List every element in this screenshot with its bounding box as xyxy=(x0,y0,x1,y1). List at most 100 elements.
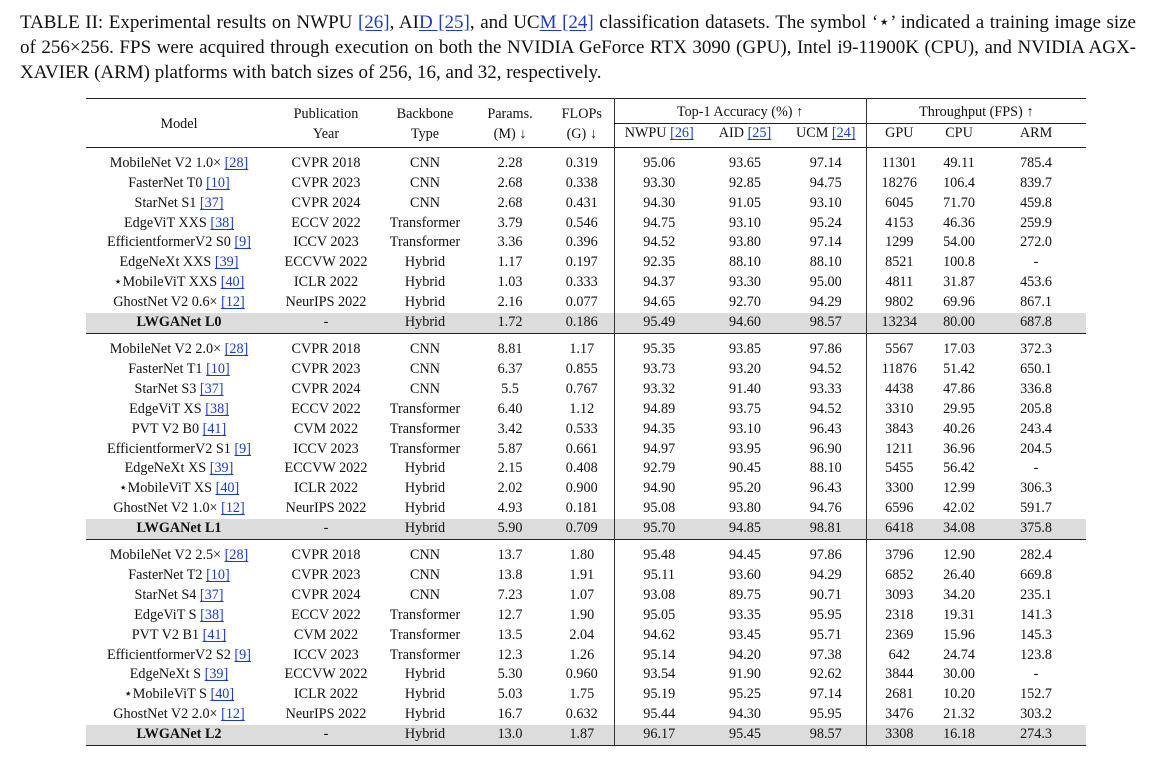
flops-cell: 0.632 xyxy=(565,706,598,723)
citation-link[interactable]: [39] xyxy=(214,254,239,271)
ucm-cell: 97.14 xyxy=(809,234,842,251)
nwpu-cell: 93.73 xyxy=(613,359,704,380)
table-row: ⋆MobileViT XXS [40] ICLR 2022 Hybrid 1.03 0.… xyxy=(86,273,1086,294)
citation-link[interactable]: [38] xyxy=(205,400,229,417)
citation-link[interactable]: [12] xyxy=(221,706,245,723)
arm-cell: 274.3 xyxy=(986,725,1087,746)
citation-link[interactable]: [40] xyxy=(220,274,245,291)
arm-cell: 453.6 xyxy=(1020,274,1052,291)
model-cell: PVT V2 B0 [41] xyxy=(86,420,272,440)
gpu-cell: 4811 xyxy=(865,273,933,294)
nwpu-cell: 94.75 xyxy=(613,213,704,234)
arm-cell: 141.3 xyxy=(1020,606,1052,623)
header-params: Params. (M) ↓ xyxy=(487,106,533,142)
publication-cell: NeurIPS 2022 xyxy=(285,706,367,723)
citation-link[interactable]: [37] xyxy=(199,194,224,211)
gpu-cell: 3093 xyxy=(865,585,933,606)
citation-link[interactable]: [37] xyxy=(199,586,224,603)
publication-cell: - xyxy=(272,725,380,746)
aid-cell: 92.85 xyxy=(729,174,761,191)
cpu-cell: 40.26 xyxy=(943,420,975,437)
citation-link[interactable]: [9] xyxy=(234,646,251,663)
citation-link[interactable]: [40] xyxy=(210,686,235,703)
backbone-cell: Hybrid xyxy=(380,313,470,334)
publication-cell: ICLR 2022 xyxy=(293,274,359,291)
model-name: MobileNet V2 1.0× xyxy=(109,154,225,171)
cpu-cell: 34.08 xyxy=(932,519,987,540)
citation-link[interactable]: [12] xyxy=(221,294,245,311)
citation-link[interactable]: [9] xyxy=(234,234,251,251)
backbone-cell: Transformer xyxy=(389,646,461,663)
cpu-cell: 12.99 xyxy=(943,480,975,497)
ucm-cell: 96.43 xyxy=(809,480,842,497)
citation-link[interactable]: [10] xyxy=(206,174,230,191)
gpu-cell: 4438 xyxy=(865,379,933,400)
citation-link[interactable]: [39] xyxy=(204,666,229,683)
citation-link[interactable]: [9] xyxy=(234,440,251,457)
nwpu-cell: 96.17 xyxy=(613,725,704,746)
publication-cell: CVPR 2023 xyxy=(291,566,361,583)
citation-link[interactable]: [10] xyxy=(206,360,230,377)
flops-cell: 0.546 xyxy=(565,214,598,231)
citation-link[interactable]: [10] xyxy=(206,566,230,583)
cpu-cell: 46.36 xyxy=(943,214,975,231)
caption-text: classification datasets. The symbol ‘⋆’ … xyxy=(20,12,1136,83)
header-nwpu: NWPU [26] xyxy=(613,123,704,148)
publication-cell: CVPR 2018 xyxy=(291,154,361,171)
aid-cell: 88.10 xyxy=(729,254,761,271)
model-name: FasterNet T1 xyxy=(128,360,207,377)
citation-link[interactable]: [26] xyxy=(357,12,390,33)
flops-cell: 1.12 xyxy=(569,400,595,417)
citation-link[interactable]: [12] xyxy=(221,500,245,517)
arm-cell: 282.4 xyxy=(1020,547,1052,564)
gpu-cell: 3308 xyxy=(865,725,933,746)
backbone-cell: Transformer xyxy=(389,626,461,643)
params-cell: 13.0 xyxy=(470,725,550,746)
table-row: PVT V2 B1 [41] CVM 2022 Transformer 13.5 2.0… xyxy=(86,625,1086,646)
nwpu-cell: 93.30 xyxy=(613,173,704,194)
citation-link[interactable]: [37] xyxy=(199,380,224,397)
flops-cell: 0.319 xyxy=(565,154,598,171)
aid-cell: 94.45 xyxy=(729,547,761,564)
model-name: EdgeNeXt XXS xyxy=(119,254,215,271)
aid-cell: 93.75 xyxy=(729,400,761,417)
arm-cell: 687.8 xyxy=(986,313,1087,334)
publication-cell: - xyxy=(272,519,380,540)
table-row: ⋆MobileViT XS [40] ICLR 2022 Hybrid 2.02 0.9… xyxy=(86,479,1086,500)
flops-cell: 0.408 xyxy=(565,460,598,477)
ucm-cell: 94.29 xyxy=(809,566,842,583)
backbone-cell: CNN xyxy=(410,547,440,564)
ucm-cell: 95.71 xyxy=(809,626,842,643)
citation-link[interactable]: [28] xyxy=(224,154,249,171)
citation-link[interactable]: D [25] xyxy=(418,12,470,33)
ucm-cell: 98.81 xyxy=(786,519,867,540)
citation-link[interactable]: [39] xyxy=(209,460,234,477)
params-cell: 1.72 xyxy=(470,313,550,334)
gpu-cell: 3844 xyxy=(865,665,933,686)
citation-link[interactable]: M [24] xyxy=(539,12,594,33)
citation-link[interactable]: [38] xyxy=(200,606,224,623)
citation-link[interactable]: [28] xyxy=(224,340,249,357)
flops-cell: 0.855 xyxy=(565,360,598,377)
table-row: EfficientformerV2 S0 [9] ICCV 2023 Transfo… xyxy=(86,233,1086,254)
citation-link[interactable]: [28] xyxy=(224,547,249,564)
params-cell: 3.42 xyxy=(497,420,523,437)
ucm-cell: 98.57 xyxy=(786,725,867,746)
citation-link[interactable]: [41] xyxy=(202,420,227,437)
citation-link[interactable]: [26] xyxy=(670,124,694,141)
citation-link[interactable]: [40] xyxy=(215,480,240,497)
backbone-cell: CNN xyxy=(410,360,440,377)
arm-cell: 205.8 xyxy=(1020,400,1052,417)
citation-link[interactable]: [24] xyxy=(831,124,856,141)
model-cell: EdgeNeXt XS [39] xyxy=(86,459,272,479)
cpu-cell: 80.00 xyxy=(932,313,987,334)
backbone-cell: CNN xyxy=(410,154,440,171)
gpu-cell: 3843 xyxy=(865,419,933,440)
ucm-cell: 94.76 xyxy=(809,500,842,517)
citation-link[interactable]: [41] xyxy=(202,626,227,643)
citation-link[interactable]: [25] xyxy=(747,124,772,141)
citation-link[interactable]: [38] xyxy=(210,214,234,231)
flops-cell: 0.181 xyxy=(565,500,598,517)
arm-cell: 152.7 xyxy=(1020,686,1052,703)
model-cell: FasterNet T0 [10] xyxy=(86,174,272,194)
